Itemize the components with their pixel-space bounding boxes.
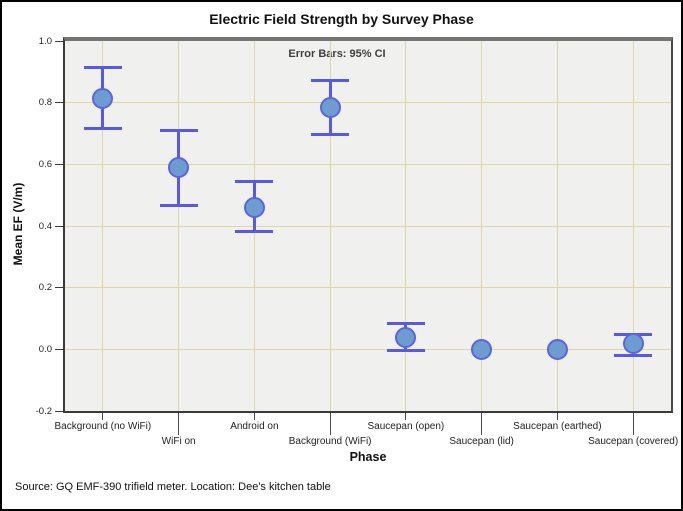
x-tick-stem — [329, 413, 331, 435]
error-bar-cap-bottom — [386, 348, 425, 352]
source-note: Source: GQ EMF-390 trifield meter. Locat… — [15, 481, 331, 493]
data-point-marker — [168, 156, 190, 178]
error-bar-cap-bottom — [311, 133, 350, 137]
error-bar-cap-top — [386, 322, 425, 326]
v-gridline — [329, 41, 331, 411]
data-point-marker — [546, 338, 568, 360]
v-gridline — [178, 41, 180, 411]
error-bar-cap-top — [83, 66, 122, 70]
error-bar-cap-bottom — [159, 203, 198, 207]
x-tick-label: Android on — [230, 421, 279, 432]
y-tick-label: 0.6 — [38, 158, 52, 170]
y-tick-mark — [55, 410, 63, 412]
y-tick-mark — [55, 102, 63, 104]
data-point-marker — [395, 326, 417, 348]
data-point-marker — [243, 197, 265, 218]
y-tick-mark — [55, 163, 63, 165]
x-tick-stem — [481, 413, 483, 435]
x-tick-label: WiFi on — [161, 436, 196, 447]
x-tick-label: Saucepan (earthed) — [513, 421, 602, 432]
v-gridline — [102, 41, 104, 411]
error-bar-cap-top — [159, 129, 198, 133]
x-tick-stem — [632, 413, 634, 435]
error-bar-cap-bottom — [235, 230, 274, 234]
y-tick-label: 0.8 — [38, 97, 52, 109]
data-point-marker — [622, 332, 644, 354]
error-bar-cap-top — [311, 78, 350, 82]
x-tick-label: Saucepan (open) — [367, 421, 445, 432]
error-bar-cap-bottom — [614, 353, 653, 357]
x-tick-stem — [556, 413, 558, 420]
y-tick-mark — [55, 348, 63, 350]
y-tick-label: 0.4 — [38, 220, 52, 232]
y-tick-label: 0.2 — [38, 282, 52, 294]
x-tick-stem — [253, 413, 255, 420]
data-point-marker — [471, 338, 493, 360]
x-tick-label: Saucepan (lid) — [449, 436, 514, 447]
error-bar-cap-bottom — [83, 126, 122, 130]
y-tick-mark — [55, 40, 63, 42]
h-gridline — [65, 163, 671, 165]
y-tick-label: 1.0 — [38, 35, 52, 47]
h-gridline — [65, 287, 671, 289]
v-gridline — [556, 41, 558, 411]
y-tick-mark — [55, 225, 63, 227]
error-bars-annotation: Error Bars: 95% CI — [288, 48, 386, 60]
y-tick-mark — [55, 287, 63, 289]
x-tick-label: Background (no WiFi) — [54, 421, 152, 432]
y-tick-label: 0.0 — [38, 343, 52, 355]
data-point-marker — [92, 87, 114, 109]
x-tick-stem — [178, 413, 180, 435]
plot-area: Error Bars: 95% CI — [63, 37, 673, 413]
y-tick-label: -0.2 — [35, 405, 52, 417]
x-tick-stem — [102, 413, 104, 420]
h-gridline — [65, 102, 671, 104]
h-gridline — [65, 225, 671, 227]
x-axis-label: Phase — [349, 450, 387, 464]
x-tick-label: Saucepan (covered) — [588, 436, 679, 447]
v-gridline — [632, 41, 634, 411]
x-tick-label: Background (WiFi) — [288, 436, 372, 447]
data-point-marker — [319, 96, 341, 118]
v-gridline — [405, 41, 407, 411]
x-tick-stem — [405, 413, 407, 420]
v-gridline — [481, 41, 483, 411]
error-bar-cap-top — [235, 180, 274, 184]
h-gridline — [65, 348, 671, 350]
chart-title: Electric Field Strength by Survey Phase — [209, 11, 474, 27]
